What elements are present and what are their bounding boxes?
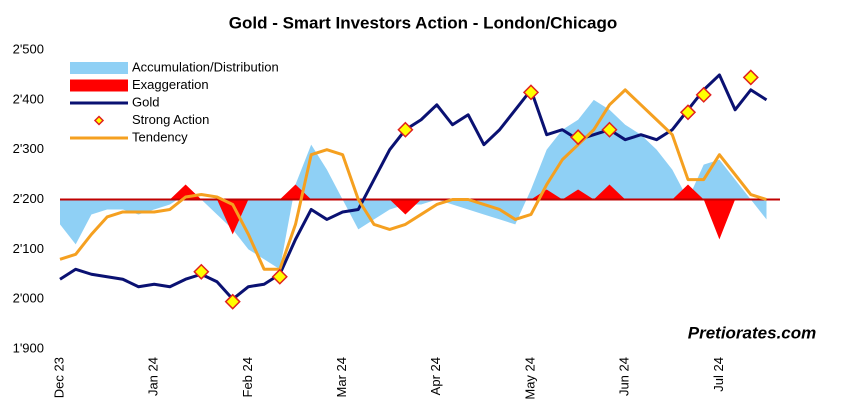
- x-tick-label: Jul 24: [711, 357, 726, 392]
- line: [59, 88, 767, 271]
- area: [60, 99, 767, 270]
- watermark: Pretiorates.com: [688, 323, 817, 342]
- y-tick-label: 1'900: [13, 340, 44, 355]
- legend-label: Strong Action: [132, 112, 209, 127]
- legend-swatch: [93, 115, 105, 126]
- area: [60, 184, 767, 240]
- y-tick-label: 2'200: [13, 191, 44, 206]
- marker: [271, 268, 288, 285]
- x-tick-label: Feb 24: [240, 357, 255, 397]
- y-tick-label: 2'100: [13, 241, 44, 256]
- marker: [193, 263, 210, 280]
- marker: [601, 121, 618, 138]
- chart-title: Gold - Smart Investors Action - London/C…: [229, 13, 618, 32]
- marker: [570, 129, 587, 146]
- line: [59, 73, 768, 301]
- x-tick-label: Apr 24: [428, 357, 443, 395]
- marker: [224, 293, 241, 310]
- legend-swatch: [70, 62, 128, 74]
- y-tick-label: 2'000: [13, 291, 44, 306]
- x-tick-label: Mar 24: [334, 357, 349, 397]
- y-tick-label: 2'400: [13, 91, 44, 106]
- marker: [679, 104, 697, 121]
- x-tick-label: May 24: [522, 357, 537, 400]
- marker: [742, 69, 759, 86]
- marker: [397, 121, 414, 138]
- x-tick-label: Dec 23: [51, 357, 66, 398]
- y-tick-label: 2'500: [13, 41, 44, 56]
- legend-label: Accumulation/Distribution: [132, 59, 279, 74]
- marker: [522, 84, 540, 101]
- legend-label: Exaggeration: [132, 77, 209, 92]
- legend-swatch: [70, 79, 128, 92]
- x-tick-label: Jan 24: [146, 357, 161, 396]
- marker: [695, 86, 712, 103]
- legend-label: Gold: [132, 94, 159, 109]
- legend-label: Tendency: [132, 129, 188, 144]
- y-tick-label: 2'300: [13, 141, 44, 156]
- x-tick-label: Jun 24: [617, 357, 632, 396]
